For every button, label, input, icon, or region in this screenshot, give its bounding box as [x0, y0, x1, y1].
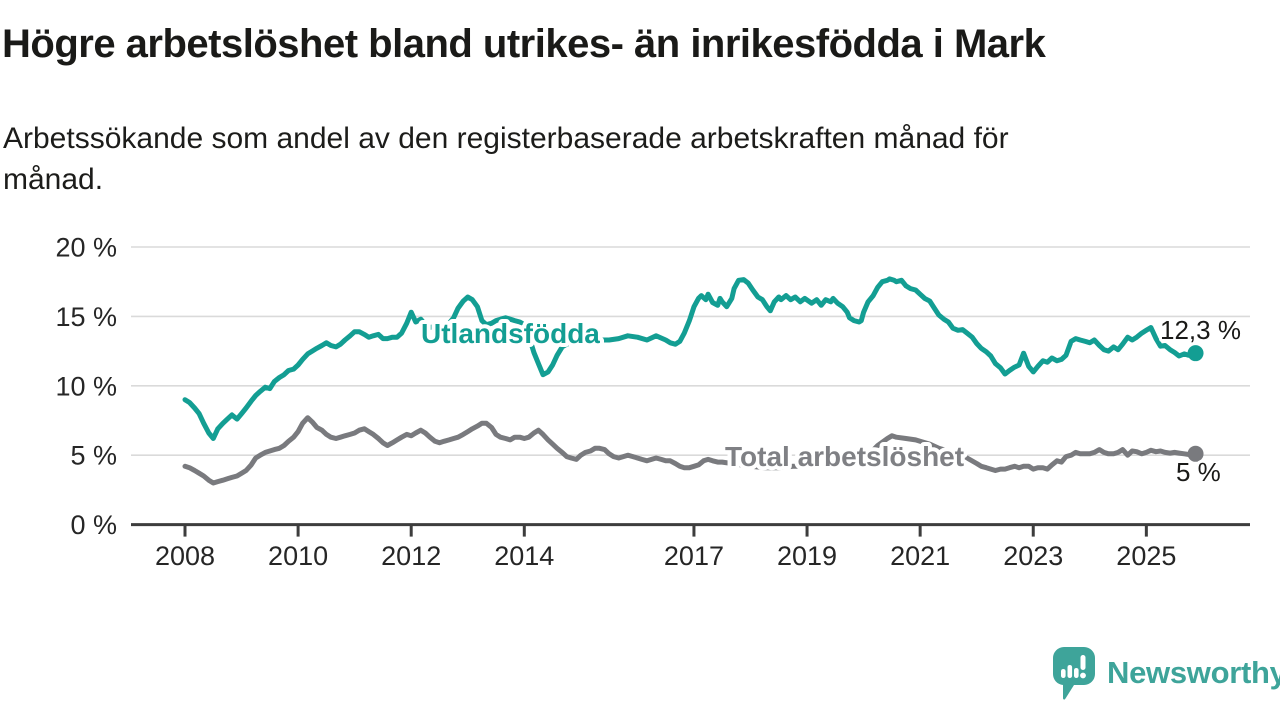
y-axis: 0 % 5 % 10 % 15 % 20 %	[55, 233, 1250, 540]
subtitle-line-1: Arbetssökande som andel av den registerb…	[3, 122, 1009, 155]
series-end-dots	[1187, 345, 1204, 462]
x-tick-label: 2014	[494, 541, 554, 571]
y-tick-label: 15 %	[55, 302, 117, 332]
series-label-total-arbetsloshet: Total arbetslöshet	[725, 441, 964, 472]
page-title: Högre arbetslöshet bland utrikes- än inr…	[2, 22, 1046, 66]
series-line-total-arbetsloshet	[182, 415, 1198, 486]
y-tick-label: 5 %	[70, 441, 117, 471]
y-tick-label: 20 %	[55, 233, 117, 263]
x-axis: 2008 2010 2012 2014 2017 2019 2021 2023 2025	[155, 524, 1176, 571]
x-tick-label: 2010	[268, 541, 328, 571]
y-tick-label: 10 %	[55, 371, 117, 401]
subtitle-line-2: månad.	[3, 163, 104, 196]
series-lines	[182, 276, 1198, 486]
x-tick-label: 2025	[1116, 541, 1176, 571]
y-tick-label: 0 %	[70, 510, 117, 540]
end-value-utlandsfodda: 12,3 %	[1160, 315, 1241, 345]
end-value-total-arbetsloshet: 5 %	[1176, 457, 1221, 487]
x-tick-label: 2012	[381, 541, 441, 571]
newsworthy-logo-text: Newsworthy	[1107, 655, 1280, 690]
bar-chart-glyph	[1061, 655, 1086, 679]
gridlines	[131, 246, 1250, 457]
x-tick-label: 2019	[777, 541, 837, 571]
series-line-utlandsfodda	[182, 276, 1198, 441]
end-dot-utlandsfodda	[1187, 345, 1204, 362]
x-tick-label: 2017	[664, 541, 724, 571]
x-tick-label: 2021	[890, 541, 950, 571]
series-label-utlandsfodda: Utlandsfödda	[421, 318, 600, 349]
x-tick-label: 2008	[155, 541, 215, 571]
newsworthy-logo: Newsworthy	[1052, 646, 1280, 700]
line-chart: 0 %5 %10 %15 %20 % 2008 2010 2012 2014 2017 2…	[55, 233, 1250, 571]
page-subtitle: Arbetssökande som andel av den registerb…	[3, 118, 1009, 200]
end-dot-total-arbetsloshet	[1187, 445, 1204, 462]
newsworthy-logo-icon	[1052, 647, 1095, 700]
x-tick-label: 2023	[1003, 541, 1063, 571]
